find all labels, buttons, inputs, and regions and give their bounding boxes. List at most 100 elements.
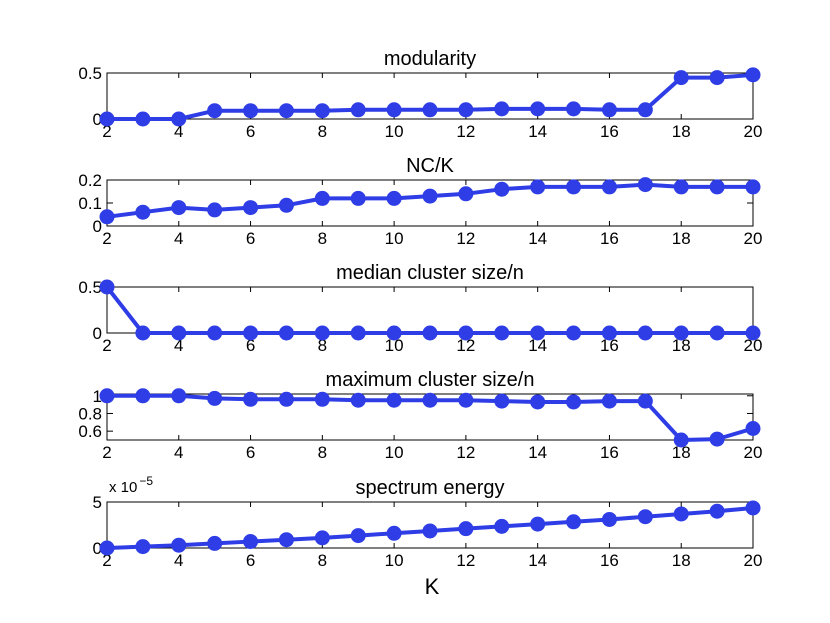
- data-point: [601, 179, 617, 195]
- y-tick-label: 5: [93, 493, 102, 512]
- subplot-2: median cluster size/n 2 4 6 8 10 12 14 16 18 20 0 0.…: [78, 262, 762, 355]
- data-point: [709, 70, 725, 86]
- y-multiplier-exponent: −5: [139, 474, 153, 488]
- data-point: [135, 388, 151, 404]
- y-tick-label: 0.5: [78, 64, 102, 83]
- data-point: [350, 102, 366, 118]
- data-point: [99, 279, 115, 295]
- data-point: [243, 200, 259, 216]
- data-point: [494, 393, 510, 409]
- data-point: [207, 390, 223, 406]
- x-tick-label: 2: [102, 443, 111, 462]
- data-point: [745, 500, 761, 516]
- data-point: [135, 325, 151, 341]
- x-tick-label: 20: [744, 336, 763, 355]
- data-point: [99, 209, 115, 225]
- data-point: [350, 392, 366, 408]
- data-point: [458, 186, 474, 202]
- data-point: [709, 325, 725, 341]
- data-point: [278, 325, 294, 341]
- subplot-title: spectrum energy: [356, 477, 505, 499]
- x-tick-label: 2: [102, 122, 111, 141]
- x-tick-label: 20: [744, 122, 763, 141]
- x-tick-label: 6: [246, 336, 255, 355]
- data-point: [386, 190, 402, 206]
- x-tick-label: 12: [456, 122, 475, 141]
- data-point: [566, 394, 582, 410]
- y-tick-label: 0: [93, 324, 102, 343]
- data-point: [530, 325, 546, 341]
- y-tick-label: 0.1: [78, 194, 102, 213]
- data-point: [709, 431, 725, 447]
- x-axis-label: K: [425, 574, 440, 599]
- data-point: [243, 325, 259, 341]
- data-point: [135, 111, 151, 127]
- x-tick-label: 18: [672, 336, 691, 355]
- data-point: [494, 181, 510, 197]
- x-tick-label: 2: [102, 229, 111, 248]
- data-point: [278, 103, 294, 119]
- subplot-title: median cluster size/n: [336, 262, 524, 284]
- x-tick-label: 16: [600, 551, 619, 570]
- x-tick-label: 12: [456, 443, 475, 462]
- data-point: [350, 528, 366, 544]
- data-point: [673, 70, 689, 86]
- data-point: [566, 325, 582, 341]
- x-tick-label: 6: [246, 229, 255, 248]
- data-point: [350, 325, 366, 341]
- data-point: [458, 102, 474, 118]
- data-point: [171, 200, 187, 216]
- data-point: [637, 325, 653, 341]
- x-tick-label: 10: [385, 443, 404, 462]
- x-tick-label: 4: [174, 122, 183, 141]
- data-point: [637, 393, 653, 409]
- data-point: [601, 102, 617, 118]
- data-point: [566, 101, 582, 117]
- x-tick-label: 14: [528, 336, 547, 355]
- data-point: [99, 540, 115, 556]
- x-tick-label: 16: [600, 443, 619, 462]
- data-point: [314, 530, 330, 546]
- data-point: [745, 67, 761, 83]
- data-point: [673, 432, 689, 448]
- y-tick-label: 0: [93, 110, 102, 129]
- data-point: [207, 202, 223, 218]
- data-point: [386, 525, 402, 541]
- x-tick-label: 4: [174, 336, 183, 355]
- x-tick-label: 4: [174, 229, 183, 248]
- x-tick-label: 8: [318, 336, 327, 355]
- data-point: [566, 179, 582, 195]
- data-point: [494, 101, 510, 117]
- data-point: [422, 325, 438, 341]
- data-point: [278, 532, 294, 548]
- data-point: [422, 102, 438, 118]
- data-point: [278, 197, 294, 213]
- axes-box: [106, 501, 754, 549]
- data-point: [494, 518, 510, 534]
- data-point: [422, 188, 438, 204]
- data-point: [458, 521, 474, 537]
- data-point: [207, 535, 223, 551]
- data-point: [314, 391, 330, 407]
- x-tick-label: 12: [456, 336, 475, 355]
- subplot-1: NC/K 2 4 6 8 10 12 14 16 18 20 0 0.1 0.2: [78, 155, 762, 248]
- x-tick-label: 12: [456, 229, 475, 248]
- data-point: [386, 102, 402, 118]
- data-point: [99, 111, 115, 127]
- x-tick-label: 8: [318, 551, 327, 570]
- subplot-0: modularity 2 4 6 8 10 12 14 16 18 20 0 0.5: [78, 48, 762, 141]
- x-tick-label: 4: [174, 551, 183, 570]
- y-tick-label: 0: [93, 217, 102, 236]
- data-point: [530, 394, 546, 410]
- axes-box: [106, 72, 754, 120]
- data-point: [566, 514, 582, 530]
- data-point: [171, 537, 187, 553]
- x-tick-label: 10: [385, 122, 404, 141]
- x-tick-label: 8: [318, 229, 327, 248]
- x-tick-label: 14: [528, 443, 547, 462]
- y-tick-label: 0: [93, 539, 102, 558]
- x-tick-label: 10: [385, 229, 404, 248]
- x-tick-label: 10: [385, 336, 404, 355]
- data-point: [673, 325, 689, 341]
- x-tick-label: 2: [102, 551, 111, 570]
